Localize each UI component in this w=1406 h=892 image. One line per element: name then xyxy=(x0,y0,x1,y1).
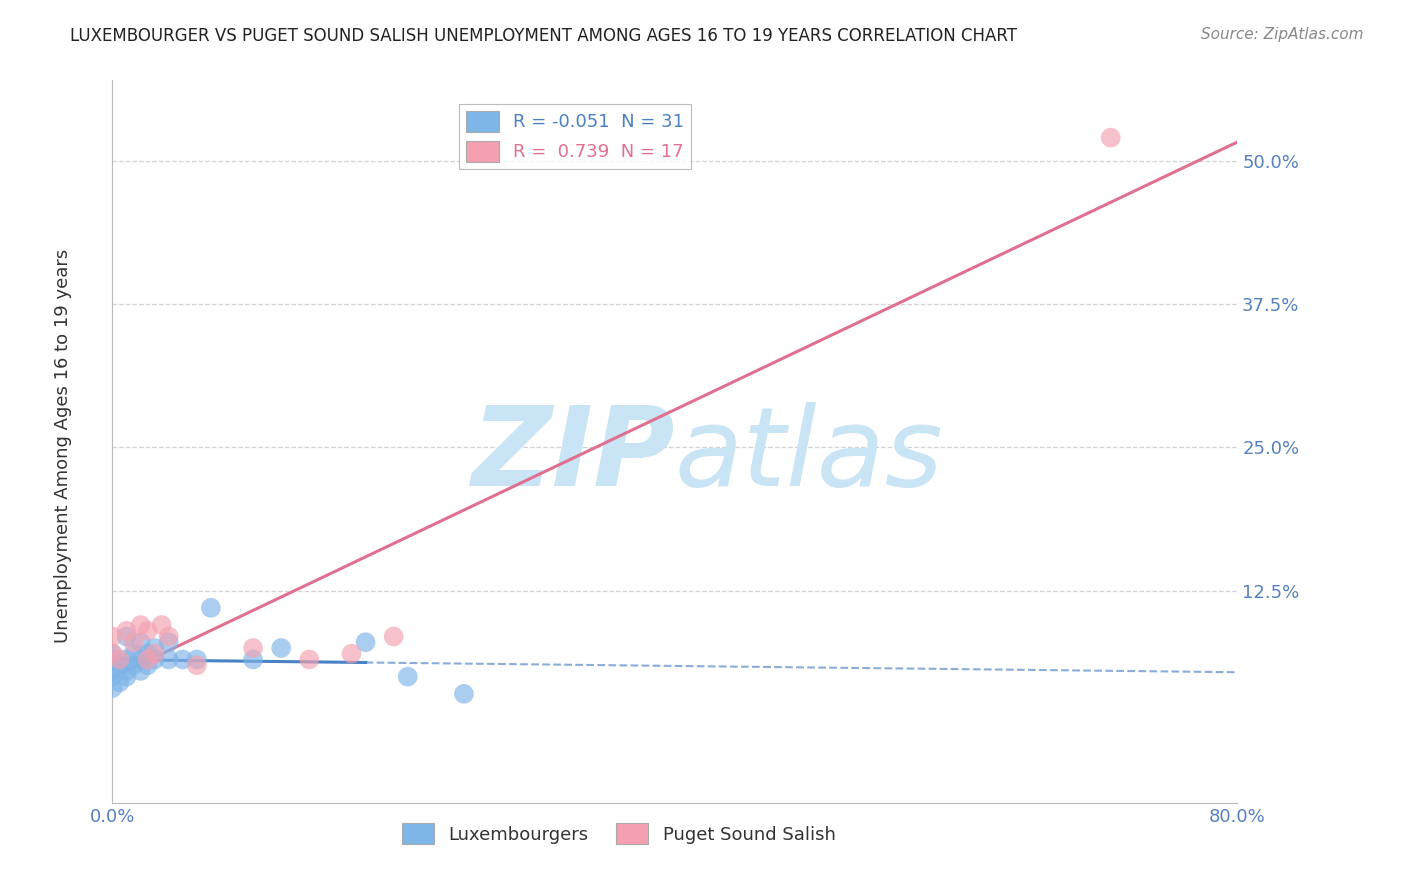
Point xyxy=(242,640,264,655)
Point xyxy=(115,630,138,644)
Legend: Luxembourgers, Puget Sound Salish: Luxembourgers, Puget Sound Salish xyxy=(395,816,842,852)
Point xyxy=(157,635,180,649)
Point xyxy=(108,652,131,666)
Point xyxy=(122,647,145,661)
Point xyxy=(101,670,124,684)
Text: atlas: atlas xyxy=(675,402,943,509)
Point xyxy=(186,652,208,666)
Point xyxy=(136,624,159,638)
Point xyxy=(270,640,292,655)
Point xyxy=(143,647,166,661)
Point xyxy=(101,630,124,644)
Point xyxy=(143,640,166,655)
Point xyxy=(101,652,124,666)
Point xyxy=(101,647,124,661)
Point xyxy=(129,635,152,649)
Point xyxy=(101,664,124,678)
Point xyxy=(136,652,159,666)
Point xyxy=(242,652,264,666)
Text: LUXEMBOURGER VS PUGET SOUND SALISH UNEMPLOYMENT AMONG AGES 16 TO 19 YEARS CORREL: LUXEMBOURGER VS PUGET SOUND SALISH UNEMP… xyxy=(70,27,1018,45)
Point xyxy=(340,647,363,661)
Point xyxy=(108,658,131,673)
Point xyxy=(143,652,166,666)
Point xyxy=(136,658,159,673)
Point xyxy=(1099,130,1122,145)
Point xyxy=(101,658,124,673)
Point xyxy=(108,675,131,690)
Point xyxy=(115,652,138,666)
Point xyxy=(382,630,405,644)
Point xyxy=(115,670,138,684)
Point xyxy=(200,600,222,615)
Point xyxy=(129,618,152,632)
Point xyxy=(157,630,180,644)
Point xyxy=(115,624,138,638)
Point xyxy=(129,652,152,666)
Point xyxy=(157,652,180,666)
Point xyxy=(129,664,152,678)
Point xyxy=(354,635,377,649)
Point xyxy=(396,670,419,684)
Point xyxy=(186,658,208,673)
Point xyxy=(122,635,145,649)
Point xyxy=(298,652,321,666)
Point xyxy=(101,647,124,661)
Point xyxy=(453,687,475,701)
Point xyxy=(115,664,138,678)
Point xyxy=(136,647,159,661)
Point xyxy=(122,658,145,673)
Point xyxy=(172,652,194,666)
Text: Unemployment Among Ages 16 to 19 years: Unemployment Among Ages 16 to 19 years xyxy=(55,249,72,643)
Point xyxy=(150,618,173,632)
Point xyxy=(101,681,124,695)
Text: ZIP: ZIP xyxy=(471,402,675,509)
Text: Source: ZipAtlas.com: Source: ZipAtlas.com xyxy=(1201,27,1364,42)
